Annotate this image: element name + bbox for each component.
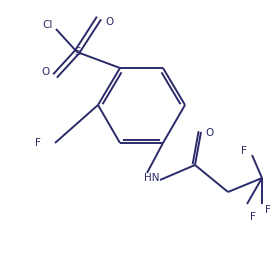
Text: Cl: Cl <box>43 20 53 30</box>
Text: F: F <box>265 205 271 215</box>
Text: HN: HN <box>144 173 160 183</box>
Text: F: F <box>241 146 247 156</box>
Text: F: F <box>250 212 256 222</box>
Text: O: O <box>105 17 113 27</box>
Text: F: F <box>35 138 41 148</box>
Text: O: O <box>206 128 214 138</box>
Text: O: O <box>42 67 50 77</box>
Text: S: S <box>75 47 81 57</box>
